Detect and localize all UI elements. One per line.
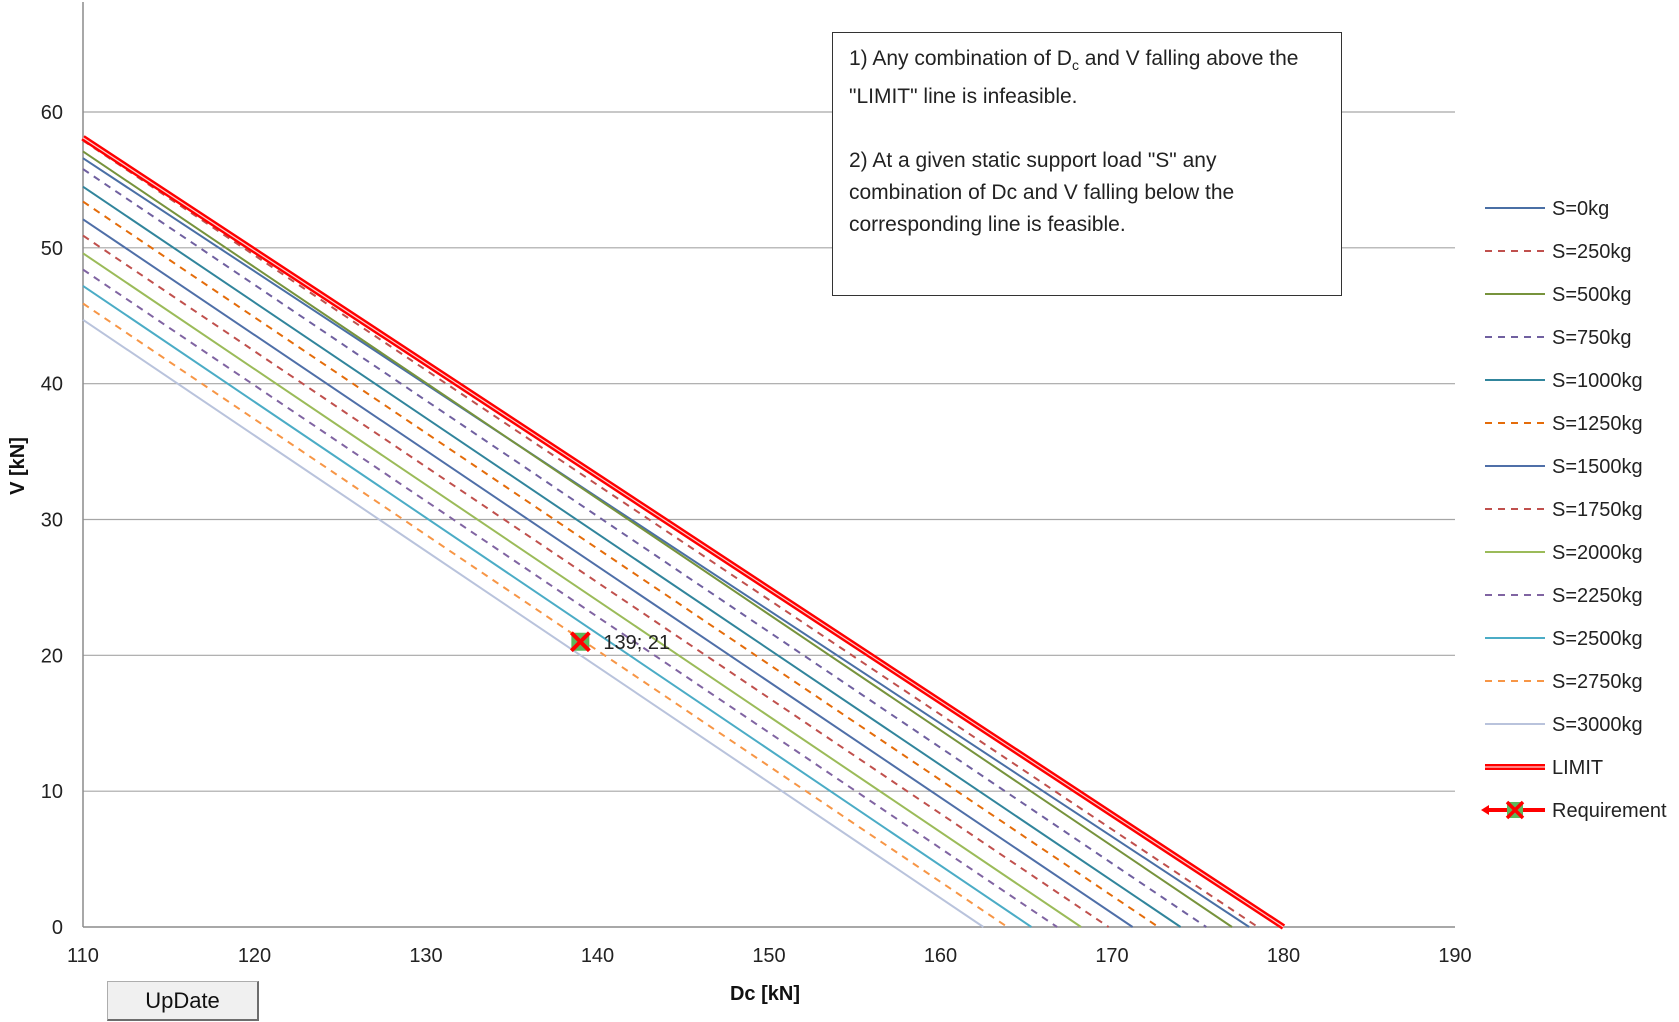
legend-label-s-2500kg: S=2500kg	[1552, 628, 1643, 650]
legend-label-s-250kg: S=250kg	[1552, 241, 1632, 263]
series-line-s-2250kg	[82, 268, 1058, 928]
y-tick-label: 20	[41, 645, 63, 667]
axes: 0 10 20 30 40 50 60 110 120 130 140 150 160 170 180 190	[41, 2, 1472, 967]
legend-label-s-0kg: S=0kg	[1552, 198, 1609, 220]
note-rule-1: 1) Any combination of Dc and V falling a…	[849, 47, 1299, 109]
x-tick-label: 150	[752, 945, 785, 967]
x-tick-label: 140	[581, 945, 614, 967]
x-tick-label: 190	[1438, 945, 1471, 967]
note-rule-2: 2) At a given static support load "S" an…	[849, 149, 1235, 237]
series-line-s-2500kg	[82, 285, 1032, 928]
legend-label-s-2000kg: S=2000kg	[1552, 542, 1643, 564]
annotation-box: 1) Any combination of Dc and V falling a…	[832, 32, 1342, 296]
y-axis-title: V [kN]	[7, 437, 29, 495]
series-line-s-1500kg	[82, 218, 1134, 928]
requirement-cross	[569, 631, 591, 653]
grid-lines	[83, 111, 1455, 792]
y-tick-label: 60	[41, 102, 63, 124]
y-tick-label: 50	[41, 238, 63, 260]
legend-label-limit: LIMIT	[1552, 757, 1603, 779]
series-line-s-3000kg	[82, 318, 984, 928]
x-tick-label: 110	[67, 945, 99, 967]
legend-swatch-requirement-arrow	[1481, 805, 1489, 815]
legend-label-s-3000kg: S=3000kg	[1552, 714, 1643, 736]
series-line-s-500kg	[82, 150, 1233, 928]
y-tick-label: 30	[41, 510, 63, 532]
series-line-s-250kg	[82, 139, 1259, 928]
series-line-s-1250kg	[82, 200, 1159, 928]
x-axis-title: Dc [kN]	[730, 983, 800, 1005]
legend-label-s-2250kg: S=2250kg	[1552, 585, 1643, 607]
legend-label-s-750kg: S=750kg	[1552, 327, 1632, 349]
x-tick-label: 160	[924, 945, 957, 967]
legend-swatch-requirement-cross	[1505, 800, 1525, 820]
update-button[interactable]: UpDate	[107, 981, 259, 1021]
legend-label-s-1250kg: S=1250kg	[1552, 413, 1643, 435]
y-tick-label: 40	[41, 374, 63, 396]
legend: S=0kg S=250kg S=500kg S=750kg S=1000kg S=1250…	[1481, 198, 1667, 822]
x-tick-label: 170	[1095, 945, 1128, 967]
series-line-s-1000kg	[82, 185, 1182, 928]
x-tick-label: 130	[409, 945, 442, 967]
series-line-s-1750kg	[82, 234, 1110, 928]
legend-label-requirement: Requirement	[1552, 800, 1667, 822]
legend-label-s-1000kg: S=1000kg	[1552, 370, 1643, 392]
legend-label-s-1750kg: S=1750kg	[1552, 499, 1643, 521]
series-lines	[81, 135, 1286, 930]
x-tick-label: 120	[238, 945, 271, 967]
series-line-s-2000kg	[82, 252, 1082, 928]
legend-label-s-500kg: S=500kg	[1552, 284, 1632, 306]
legend-label-s-1500kg: S=1500kg	[1552, 456, 1643, 478]
series-line-limit-highlight	[82, 137, 1284, 928]
legend-label-s-2750kg: S=2750kg	[1552, 671, 1643, 693]
requirement-data-label: 139; 21	[603, 632, 670, 654]
requirement-marker-group: 139; 21	[569, 631, 670, 654]
series-line-s-2750kg	[82, 302, 1008, 928]
y-tick-label: 0	[52, 917, 63, 939]
x-tick-label: 180	[1267, 945, 1300, 967]
y-tick-label: 10	[41, 781, 63, 803]
series-line-s-750kg	[82, 168, 1207, 928]
series-line-s-0kg	[82, 157, 1250, 928]
